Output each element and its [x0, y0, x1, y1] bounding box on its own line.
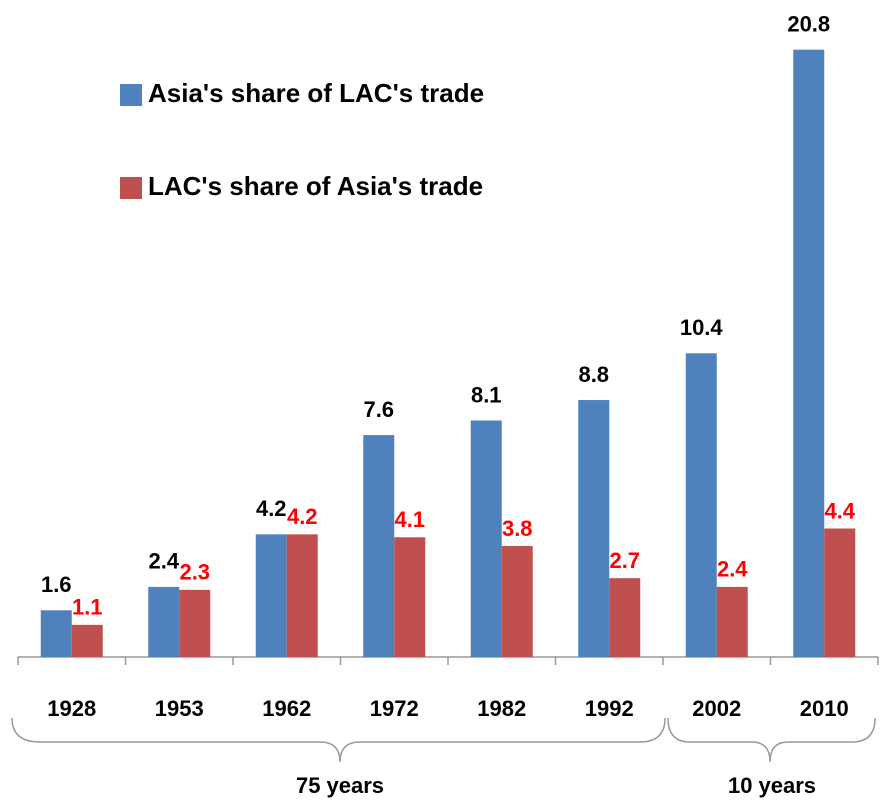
value-label: 4.4 — [824, 498, 855, 523]
value-label: 2.3 — [179, 560, 210, 585]
bar — [609, 578, 641, 657]
bar — [716, 586, 748, 657]
bar — [501, 546, 533, 657]
x-tick-label: 2002 — [692, 696, 741, 721]
value-label: 3.8 — [502, 516, 533, 541]
bar — [685, 353, 717, 657]
bar — [179, 589, 211, 657]
annotation: 75 years — [296, 773, 384, 798]
bar — [470, 420, 502, 657]
bar — [40, 610, 72, 657]
x-tick-label: 1953 — [155, 696, 204, 721]
value-label: 8.1 — [471, 382, 502, 407]
x-tick-label: 1982 — [477, 696, 526, 721]
bar — [286, 534, 318, 657]
bar — [148, 586, 180, 657]
bar — [824, 528, 856, 657]
x-tick-label: 2010 — [800, 696, 849, 721]
value-label: 7.6 — [363, 397, 394, 422]
value-label: 2.4 — [148, 549, 179, 574]
legend-swatch — [120, 177, 142, 199]
bar — [394, 537, 426, 657]
x-tick-label: 1992 — [585, 696, 634, 721]
x-tick-label: 1928 — [47, 696, 96, 721]
legend-label: LAC's share of Asia's trade — [148, 171, 483, 201]
bar — [578, 400, 610, 657]
x-tick-label: 1962 — [262, 696, 311, 721]
value-label: 4.1 — [394, 507, 425, 532]
bar — [793, 49, 825, 657]
bar — [363, 435, 395, 657]
value-label: 1.6 — [41, 572, 72, 597]
value-label: 4.2 — [256, 496, 287, 521]
legend-swatch — [120, 84, 142, 106]
value-label: 2.7 — [609, 548, 640, 573]
value-label: 10.4 — [680, 315, 724, 340]
brace — [11, 717, 666, 763]
value-label: 4.2 — [287, 504, 318, 529]
brace — [667, 717, 876, 763]
value-label: 8.8 — [578, 362, 609, 387]
legend-label: Asia's share of LAC's trade — [148, 78, 484, 108]
x-tick-label: 1972 — [370, 696, 419, 721]
bar — [71, 624, 103, 657]
bar — [255, 534, 287, 657]
value-label: 2.4 — [717, 557, 748, 582]
value-label: 20.8 — [787, 11, 830, 36]
annotation: 10 years — [728, 773, 816, 798]
value-label: 1.1 — [72, 595, 103, 620]
